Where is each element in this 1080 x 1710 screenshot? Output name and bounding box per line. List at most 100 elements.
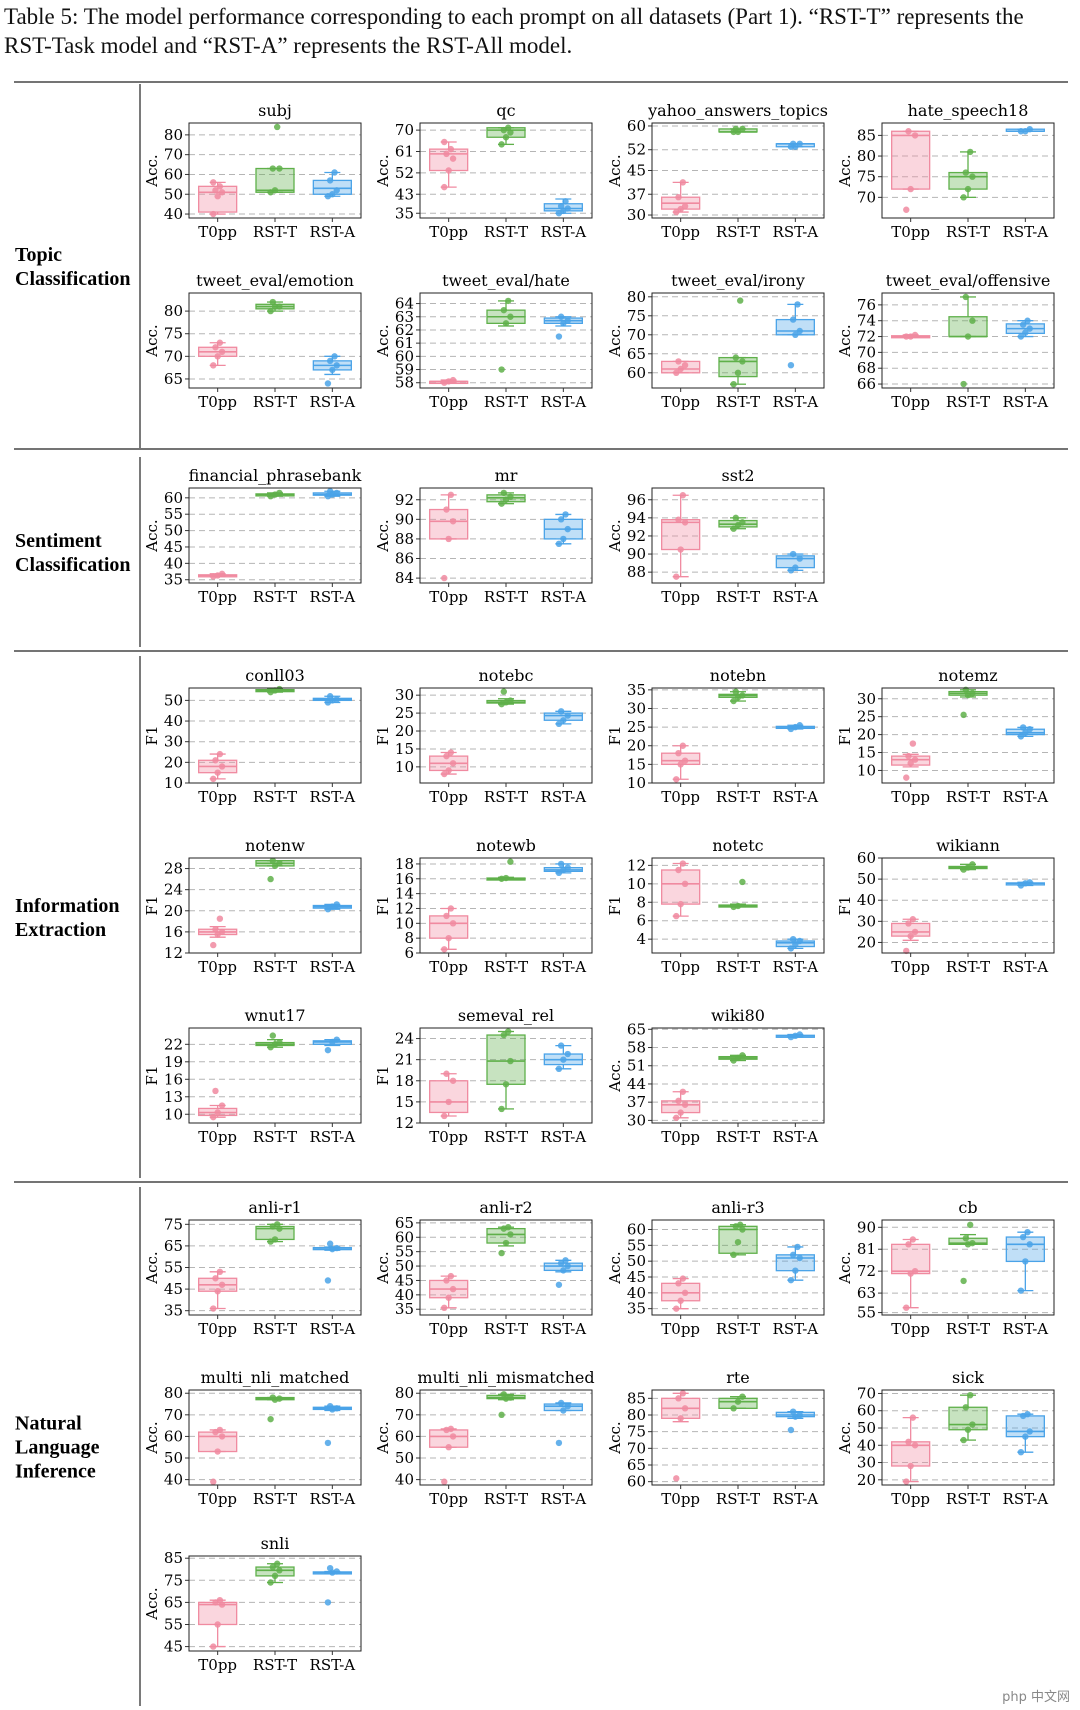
data-point [214,769,221,776]
y-tick-label: 45 [395,1271,414,1289]
data-point [445,1444,452,1451]
data-point [675,1280,682,1287]
data-point [796,555,803,562]
section-label: Sentiment [15,530,102,552]
data-point [564,1402,571,1410]
x-tick-label: RST-T [946,958,990,976]
box-RST-T [486,1223,526,1257]
x-tick-label: RST-A [773,223,819,241]
data-point [210,1643,217,1650]
box-RST-T [718,125,758,136]
box-RST-A [543,1042,583,1073]
data-point [677,365,684,373]
y-axis-label: F1 [143,896,161,916]
box-T0pp [891,331,931,340]
box-T0pp [891,740,931,781]
data-point [216,915,224,922]
y-tick-label: 37 [627,185,646,203]
data-point [333,1036,340,1043]
panel-title: cb [958,1198,977,1217]
data-point [326,1240,334,1247]
y-tick-label: 92 [627,527,646,545]
data-point [796,722,803,729]
y-axis-label: Acc. [374,324,392,357]
data-point [555,333,563,340]
data-point [962,1235,969,1242]
y-axis-label: Acc. [836,324,854,357]
panel-title: anli-r1 [248,1198,301,1217]
data-point [507,858,514,865]
box-RST-T [255,489,295,500]
y-tick-label: 60 [395,1228,414,1246]
panel-title: wiki80 [711,1006,765,1025]
x-tick-label: RST-A [310,1320,356,1338]
data-point [677,1109,684,1116]
box-RST-A [775,550,815,574]
data-point [796,140,803,147]
y-tick-label: 65 [627,345,646,363]
data-point [969,690,976,697]
box-T0pp [429,376,469,386]
y-tick-label: 85 [164,1549,183,1567]
box-RST-T [486,1028,526,1113]
panel-title: anli-r2 [479,1198,532,1217]
data-point [907,185,914,193]
data-point [498,1249,505,1257]
data-point [271,1236,279,1243]
data-point [326,693,334,700]
data-point [564,1050,571,1058]
y-tick-label: 13 [164,1088,183,1106]
y-tick-label: 10 [164,774,183,792]
box-T0pp [891,1236,931,1311]
y-tick-label: 75 [164,1571,183,1589]
data-point [673,1114,680,1121]
box-RST-A [543,1257,583,1288]
box-RST-T [255,123,295,196]
data-point [214,193,221,200]
data-point [443,1277,450,1284]
y-tick-label: 14 [395,885,414,903]
x-tick-label: RST-T [716,788,760,806]
data-point [909,740,917,747]
data-point [681,880,689,888]
data-point [787,1426,795,1434]
data-point [739,692,746,699]
y-axis-label: Acc. [143,1587,161,1620]
data-point [500,489,507,497]
data-point [562,511,569,518]
panel-title: wikiann [936,836,1000,855]
data-point [679,1088,687,1095]
data-point [557,313,565,320]
box-RST-A [312,353,352,387]
box-T0pp [891,1414,931,1485]
y-tick-label: 60 [164,489,183,507]
box-RST-T [486,688,526,708]
x-tick-label: RST-A [310,1656,356,1674]
x-tick-label: T0pp [198,588,237,606]
y-tick-label: 80 [627,1406,646,1424]
data-point [560,717,567,724]
box-RST-A [543,708,583,728]
data-point [333,1405,340,1412]
data-point [730,697,737,705]
x-tick-label: RST-T [484,393,528,411]
data-point [331,169,338,176]
x-tick-label: RST-A [1003,958,1049,976]
x-tick-label: RST-A [773,788,819,806]
data-point [441,138,448,146]
data-point [216,1268,224,1276]
box-T0pp [429,1070,469,1120]
data-point [739,519,746,526]
y-tick-label: 22 [164,1035,183,1053]
x-tick-label: T0pp [661,1128,700,1146]
y-tick-label: 12 [164,944,183,962]
section-label: Natural [15,1413,82,1435]
y-tick-label: 40 [857,1436,876,1454]
box-T0pp [891,916,931,955]
y-tick-label: 50 [857,870,876,888]
